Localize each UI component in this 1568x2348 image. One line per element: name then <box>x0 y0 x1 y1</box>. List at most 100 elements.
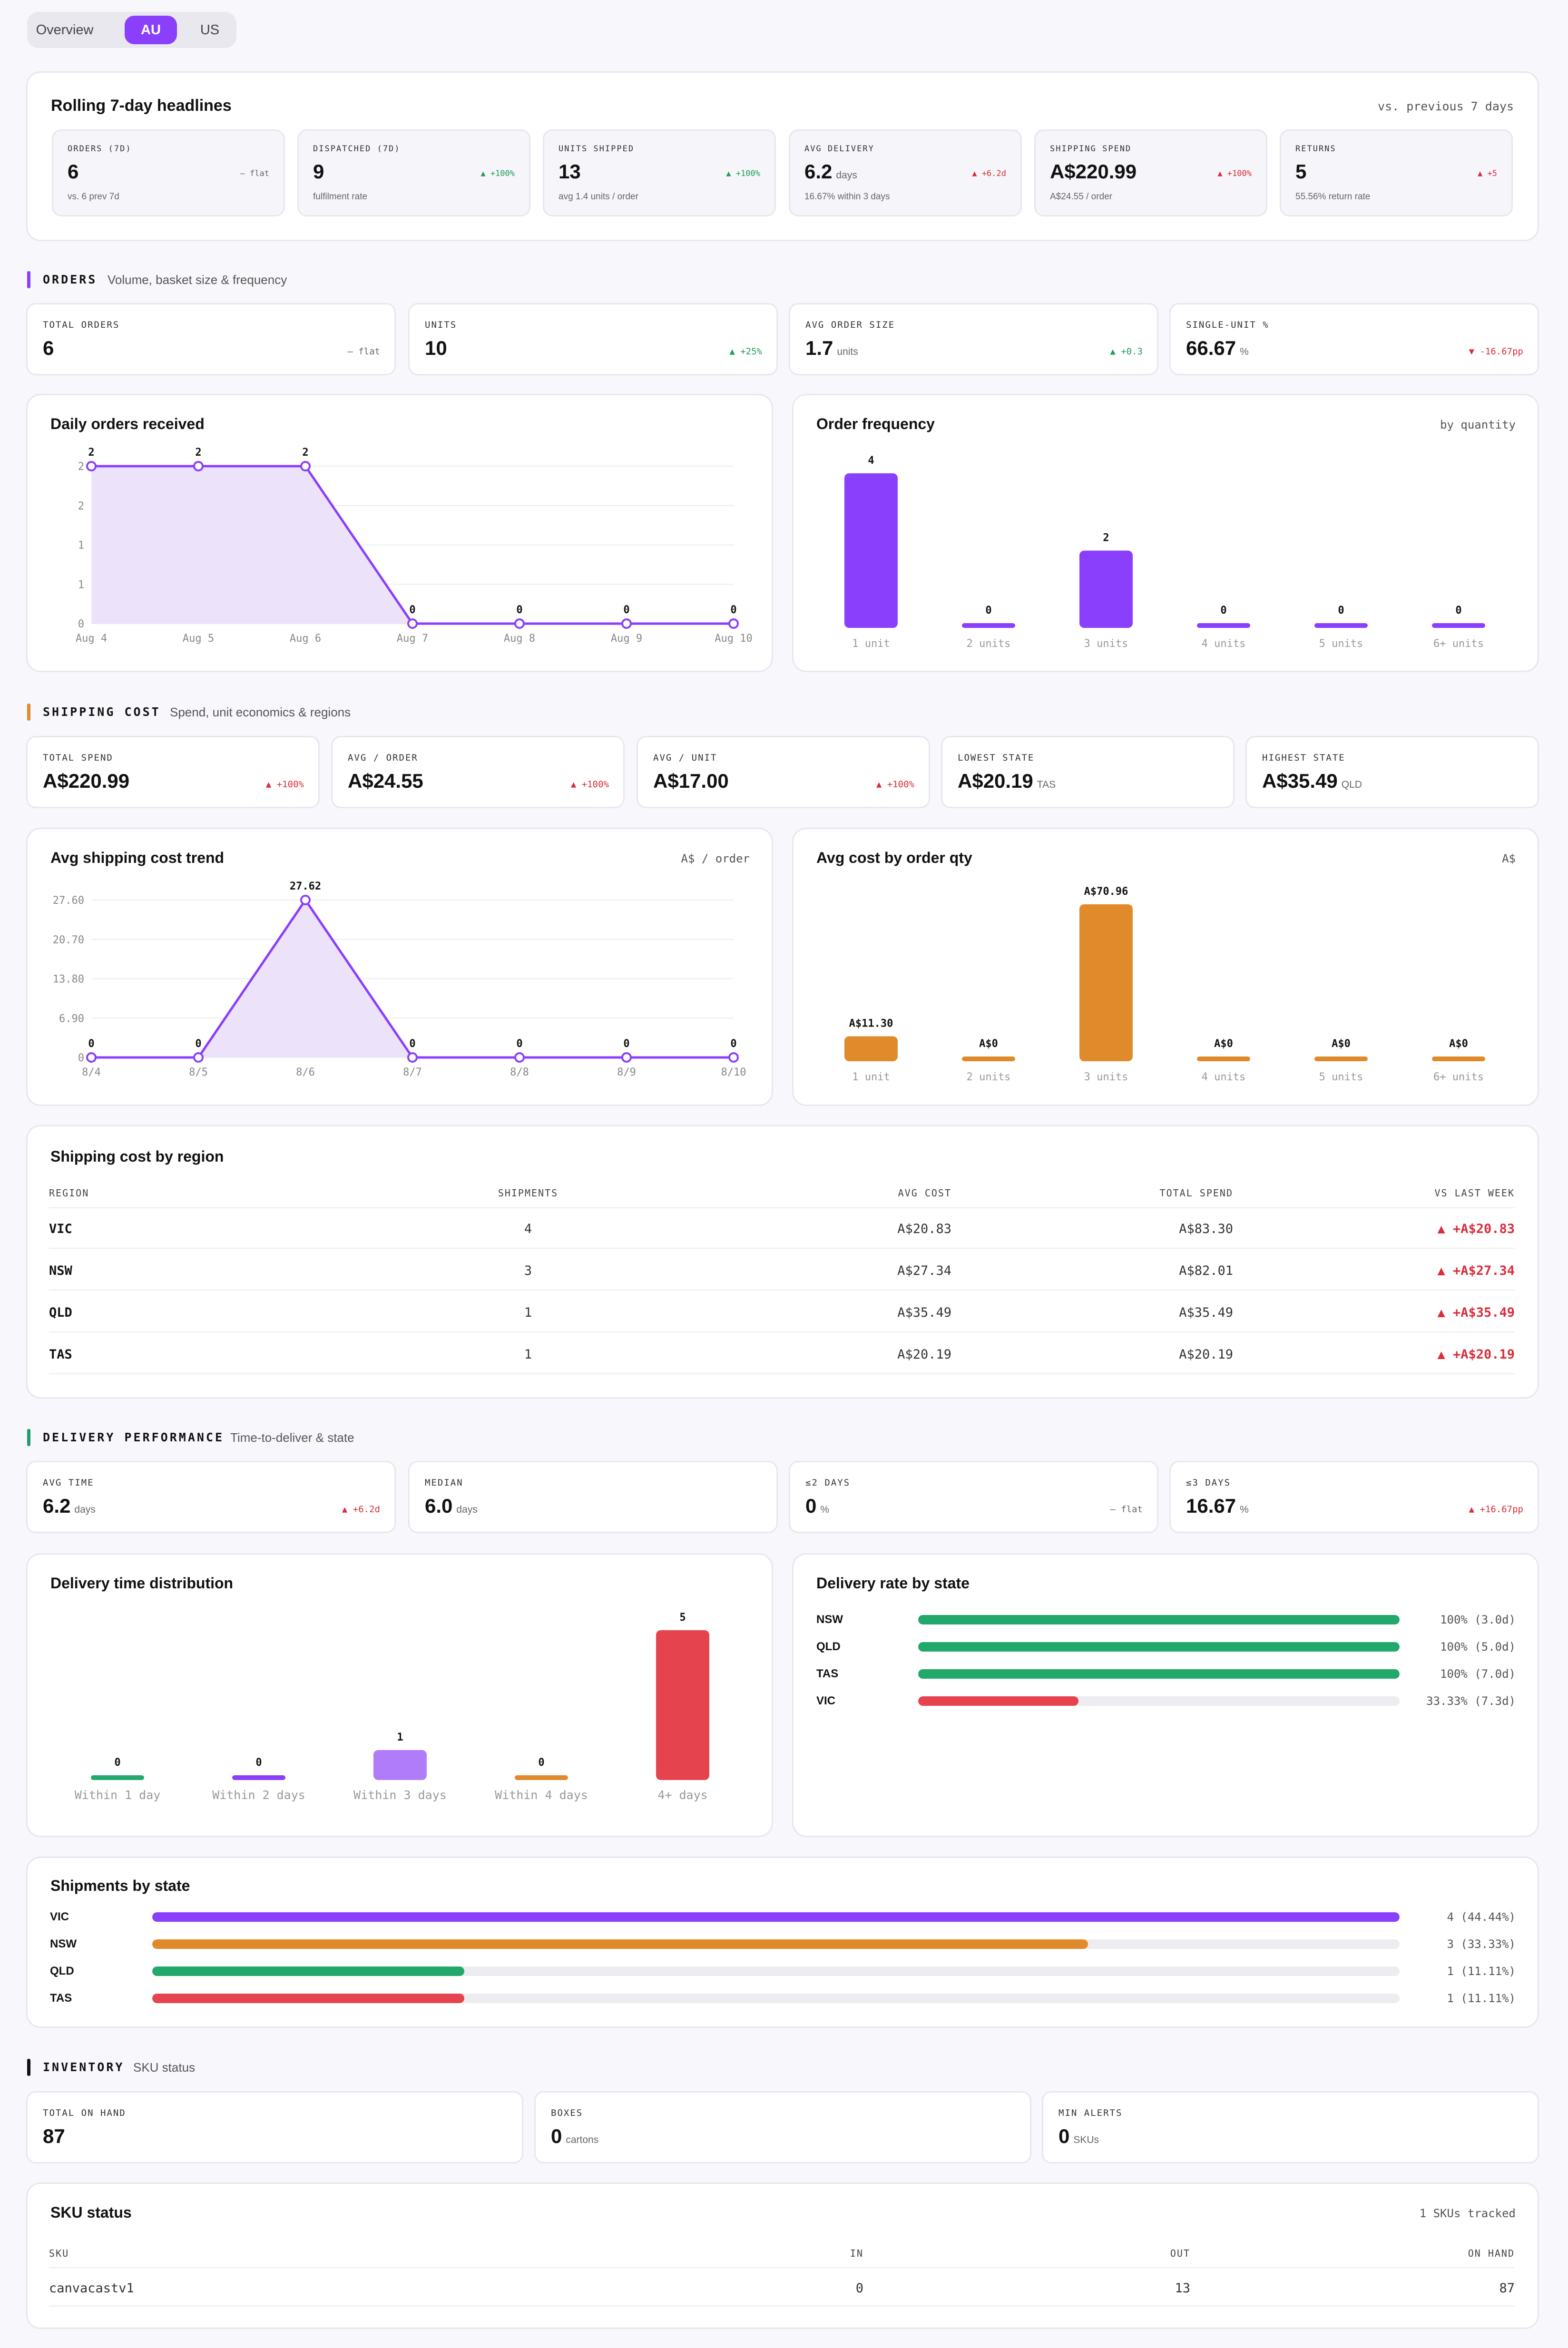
shipping-kpi-card: AVG / UNIT A$17.00 ▲ +100% <box>637 736 930 808</box>
delivery-dist-chart: 0 Within 1 day 0 Within 2 days 1 Within 3 day… <box>75 1612 709 1802</box>
orders-kpi-number: 66.67 <box>1186 337 1236 359</box>
headline-kpi-delta: ▲ +100% <box>1217 169 1252 178</box>
cost-by-qty-chart: A$11.30 1 unit A$0 2 units A$70.96 3 units A$0… <box>844 886 1485 1083</box>
orders-kpi-value: 1.7 units <box>805 337 858 360</box>
state-value: 1 (11.11%) <box>1447 1992 1516 2005</box>
headline-kpi: DISPATCHED (7D) 9 ▲ +100% fulfilment rate <box>297 129 530 216</box>
state-label: TAS <box>816 1667 839 1680</box>
data-point <box>407 1052 418 1063</box>
orders-kpi-number: 1.7 <box>805 337 833 359</box>
shipping-kpi-card: LOWEST STATE A$20.19 TAS <box>941 736 1235 808</box>
data-point <box>300 461 311 471</box>
x-tick-label: Aug 6 <box>290 633 321 645</box>
category-label: 2 units <box>967 1071 1011 1083</box>
state-label: QLD <box>816 1640 841 1653</box>
headline-kpi: UNITS SHIPPED 13 ▲ +100% avg 1.4 units / or… <box>543 129 776 216</box>
orders-kpi-card: UNITS 10 ▲ +25% <box>408 303 778 375</box>
bar-value-label: A$0 <box>1449 1038 1468 1050</box>
delivery-kpi-label: ≤3 DAYS <box>1186 1477 1231 1488</box>
inventory-kpi-label: BOXES <box>551 2108 583 2118</box>
region-table-cell: A$82.01 <box>1179 1263 1233 1278</box>
sku-table-cell: canvacastv1 <box>49 2281 134 2296</box>
delivery-kpi-label: MEDIAN <box>425 1477 463 1488</box>
headline-kpi-number: 6 <box>68 160 79 183</box>
delivery-kpi-card: AVG TIME 6.2 days ▲ +6.2d <box>26 1461 396 1533</box>
delivery-kpi-value: 6.2 days <box>43 1495 96 1517</box>
progress-fill <box>918 1696 1079 1706</box>
headline-kpi-value: 5 <box>1295 160 1310 183</box>
shipping-kpi-number: A$35.49 <box>1262 770 1338 792</box>
region-table-cell: TAS <box>49 1347 72 1362</box>
data-point <box>86 461 97 471</box>
region-table-header: REGION <box>49 1187 89 1199</box>
delivery-kpi-label: AVG TIME <box>43 1477 94 1488</box>
region-table-cell: NSW <box>49 1263 72 1278</box>
daily-orders-card: Daily orders received <box>26 394 773 672</box>
region-table-cell: A$20.19 <box>897 1347 951 1362</box>
region-table-cell: A$35.49 <box>897 1305 951 1320</box>
bar-value-label: 0 <box>1455 605 1461 616</box>
data-label: 0 <box>516 604 522 616</box>
delivery-kpi-delta: — flat <box>1110 1504 1143 1515</box>
shipping-kpi-label: TOTAL SPEND <box>43 753 113 763</box>
orders-kpi-label: UNITS <box>425 320 457 330</box>
order-frequency-title: Order frequency <box>816 415 935 432</box>
progress-fill <box>918 1642 1400 1652</box>
inventory-kpi-value: 87 <box>43 2125 69 2148</box>
y-tick-label: 2 <box>78 461 84 473</box>
data-point <box>621 1052 632 1063</box>
sku-table-cell: 0 <box>855 2281 863 2296</box>
region-table-cell: ▲ +A$35.49 <box>1437 1305 1515 1320</box>
region-table-cell: A$20.19 <box>1179 1347 1233 1362</box>
x-tick-label: 8/4 <box>82 1066 101 1078</box>
data-point <box>193 461 204 471</box>
state-label: NSW <box>816 1613 843 1626</box>
data-point <box>728 618 739 629</box>
inventory-kpi-card: BOXES 0 cartons <box>534 2091 1031 2163</box>
region-tabs: Overview AU US <box>27 12 236 48</box>
bar-value-label: A$70.96 <box>1084 886 1128 898</box>
data-label: 2 <box>195 447 201 459</box>
orders-kpi-delta: — flat <box>347 346 380 357</box>
inventory-section-marker <box>27 2059 30 2076</box>
shipping-kpi-number: A$17.00 <box>653 770 729 792</box>
headline-kpi-label: DISPATCHED (7D) <box>313 144 401 154</box>
headline-kpi-unit: days <box>836 170 857 181</box>
progress-fill <box>152 1966 464 1976</box>
bar <box>1314 623 1368 628</box>
sku-table-header: IN <box>850 2248 863 2259</box>
region-table-cell: ▲ +A$20.83 <box>1437 1222 1515 1236</box>
sku-table-card: SKU status 1 SKUs tracked <box>26 2182 1539 2329</box>
table-row-divider <box>49 2306 1515 2307</box>
delivery-kpi-value: 16.67% <box>1186 1495 1249 1517</box>
shipping-section-title: SHIPPING COST <box>43 705 161 719</box>
sku-table-cell: 87 <box>1499 2281 1515 2296</box>
cost-trend-title: Avg shipping cost trend <box>50 849 225 866</box>
bar-value-label: 0 <box>114 1757 120 1769</box>
shipping-kpi-value: A$17.00 <box>653 770 733 792</box>
orders-section-marker <box>27 271 30 288</box>
orders-kpi-delta: ▲ +25% <box>729 346 762 357</box>
headline-kpi-subtext: vs. 6 prev 7d <box>68 192 119 202</box>
region-table-cell: A$83.30 <box>1179 1222 1233 1236</box>
headline-kpi-subtext: 16.67% within 3 days <box>804 192 890 202</box>
category-label: 5 units <box>1319 638 1363 650</box>
headline-kpi-value: 6 <box>68 160 82 183</box>
bar-value-label: 0 <box>255 1757 262 1769</box>
tab-overview[interactable]: Overview <box>36 22 94 38</box>
bar <box>373 1750 427 1780</box>
headline-kpi-label: ORDERS (7D) <box>68 144 132 154</box>
data-point <box>514 1052 525 1063</box>
x-tick-label: 8/9 <box>617 1066 636 1078</box>
shipping-kpi-label: HIGHEST STATE <box>1262 753 1345 763</box>
headline-kpi-subtext: avg 1.4 units / order <box>559 192 638 202</box>
tab-us[interactable]: US <box>200 22 220 38</box>
sku-table-title: SKU status <box>50 2204 132 2221</box>
state-value: 100% (7.0d) <box>1440 1667 1516 1681</box>
orders-section-subtitle: Volume, basket size & frequency <box>108 273 287 287</box>
order-frequency-chart: 4 1 unit 0 2 units 2 3 units 0 4 units 0 5 units 0… <box>844 455 1485 650</box>
headline-kpi-delta: ▲ +6.2d <box>972 169 1006 178</box>
x-tick-label: Aug 9 <box>611 633 642 645</box>
shipping-kpi-number: A$24.55 <box>348 770 423 792</box>
tab-au[interactable]: AU <box>125 16 177 44</box>
